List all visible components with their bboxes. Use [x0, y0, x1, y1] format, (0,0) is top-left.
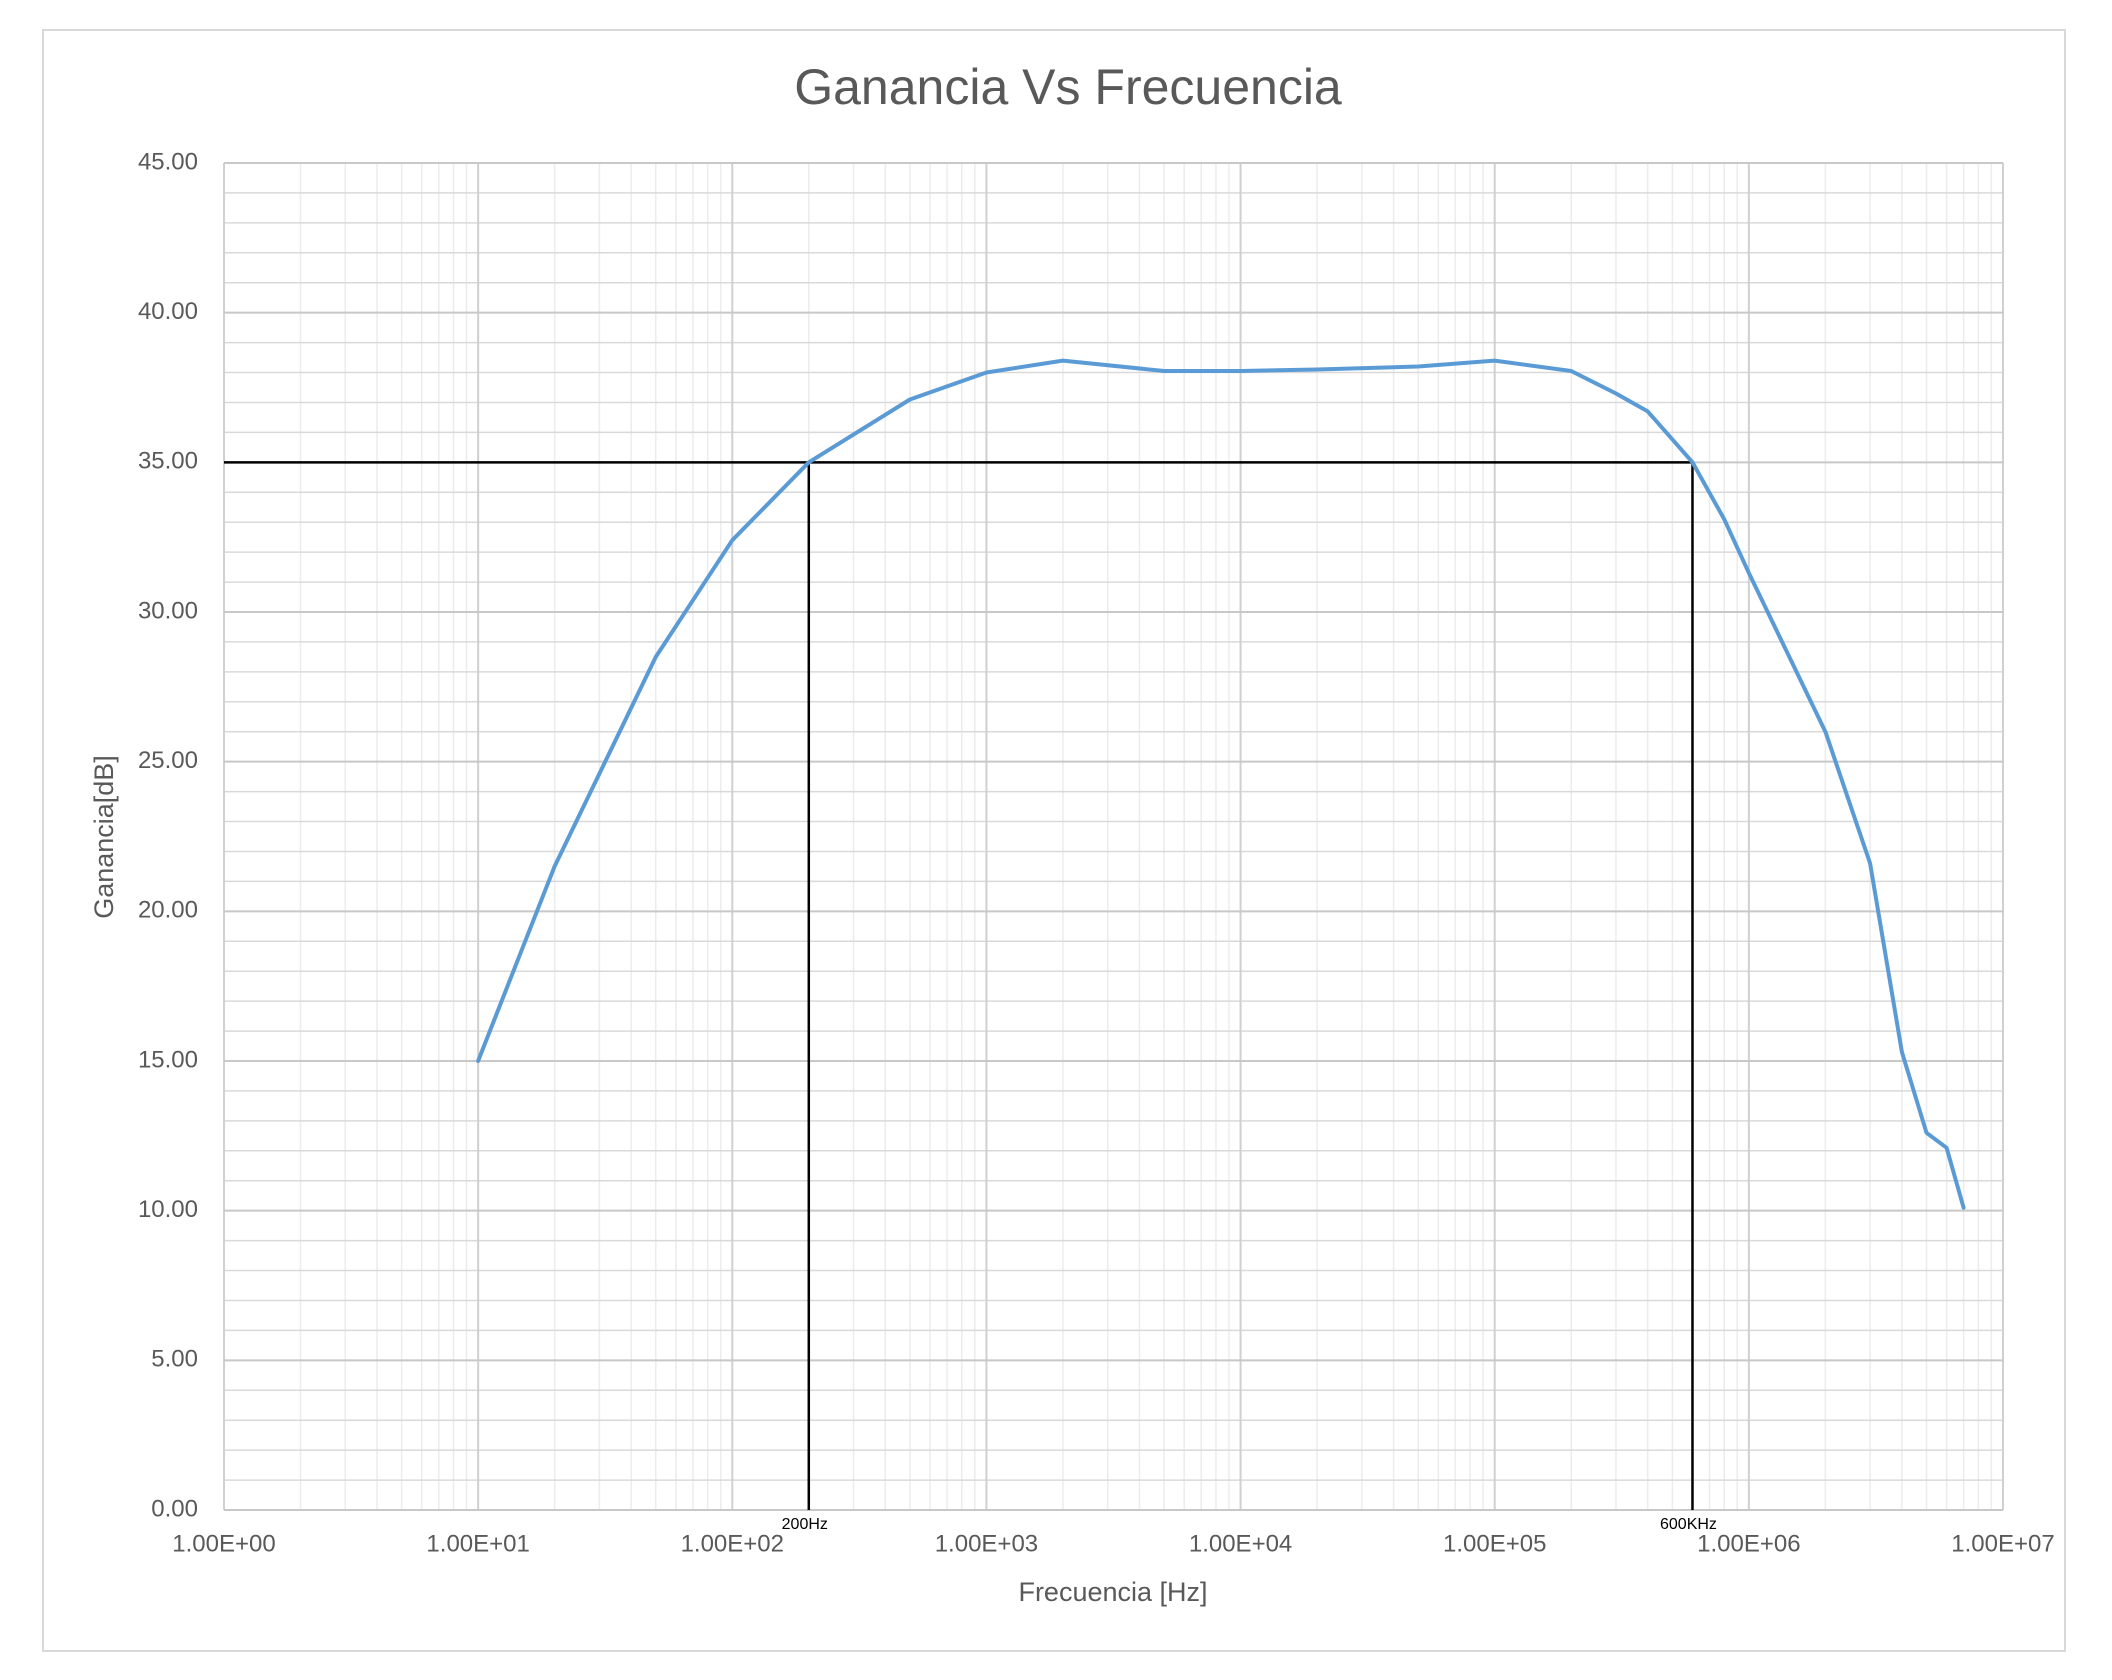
x-tick-label: 1.00E+00: [172, 1530, 275, 1557]
x-tick-label: 1.00E+07: [1951, 1530, 2054, 1557]
y-tick-label: 25.00: [138, 747, 198, 774]
chart-border: [42, 29, 2066, 1652]
y-tick-label: 10.00: [138, 1196, 198, 1223]
marker-label: 600KHz: [1660, 1516, 1717, 1533]
y-tick-label: 15.00: [138, 1046, 198, 1073]
x-tick-label: 1.00E+05: [1443, 1530, 1546, 1557]
x-tick-label: 1.00E+01: [426, 1530, 529, 1557]
x-tick-label: 1.00E+02: [681, 1530, 784, 1557]
y-tick-label: 30.00: [138, 597, 198, 624]
x-tick-label: 1.00E+06: [1697, 1530, 1800, 1557]
x-tick-label: 1.00E+04: [1189, 1530, 1292, 1557]
y-tick-label: 45.00: [138, 148, 198, 175]
marker-label: 200Hz: [782, 1516, 828, 1533]
x-tick-label: 1.00E+03: [935, 1530, 1038, 1557]
y-tick-label: 35.00: [138, 448, 198, 475]
y-tick-label: 40.00: [138, 298, 198, 325]
y-tick-label: 0.00: [151, 1495, 198, 1522]
y-tick-label: 20.00: [138, 897, 198, 924]
data-line: [476, 358, 1966, 1210]
chart-title: Ganancia Vs Frecuencia: [794, 59, 1342, 115]
y-tick-label: 5.00: [151, 1346, 198, 1373]
y-axis-label: Ganancia[dB]: [89, 755, 119, 919]
x-axis-label: Frecuencia [Hz]: [1018, 1577, 1207, 1607]
